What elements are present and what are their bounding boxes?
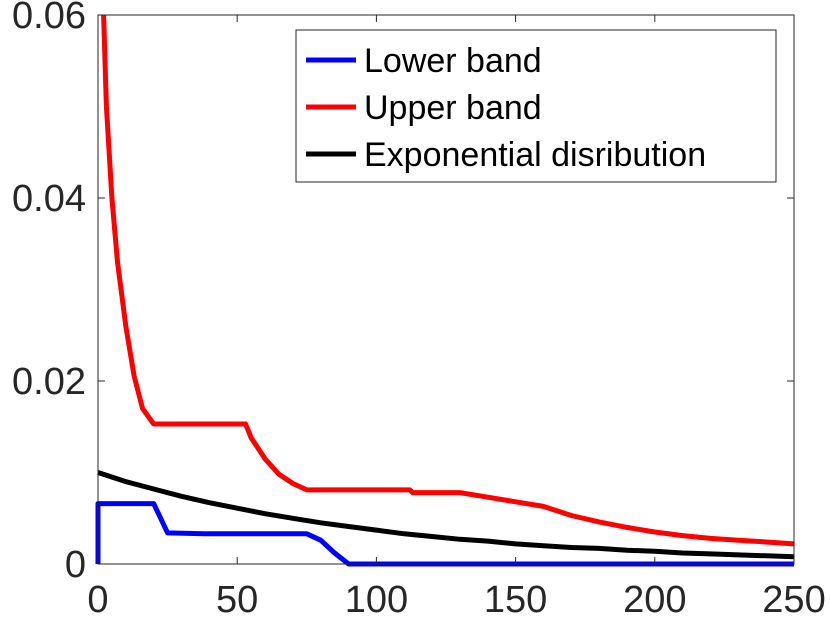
series-line-lower-band (95, 501, 794, 567)
x-tick-label: 50 (216, 579, 258, 621)
y-tick-label: 0 (65, 544, 86, 586)
legend-box (295, 29, 777, 183)
x-tick-label: 150 (484, 579, 547, 621)
legend: Lower band Upper band Exponential disribut… (295, 29, 777, 183)
y-tick-label: 0.02 (12, 361, 86, 403)
y-tick-label: 0.04 (12, 178, 86, 220)
legend-label: Lower band (364, 42, 542, 80)
series-layer (95, 14, 795, 567)
x-tick-label: 200 (623, 579, 686, 621)
x-tick-label: 250 (762, 579, 825, 621)
tick-layer: 0 50 100 150 200 250 0 0.02 0.04 0.06 (12, 0, 826, 621)
x-tick-label: 100 (345, 579, 408, 621)
x-tick-label: 0 (87, 579, 108, 621)
y-tick-label: 0.06 (12, 0, 86, 37)
legend-label: Upper band (364, 89, 542, 127)
series-line-exponential-disribution (97, 470, 795, 560)
legend-label: Exponential disribution (364, 136, 706, 174)
plot-frame (97, 14, 795, 565)
series-line-upper-band (101, 14, 795, 547)
